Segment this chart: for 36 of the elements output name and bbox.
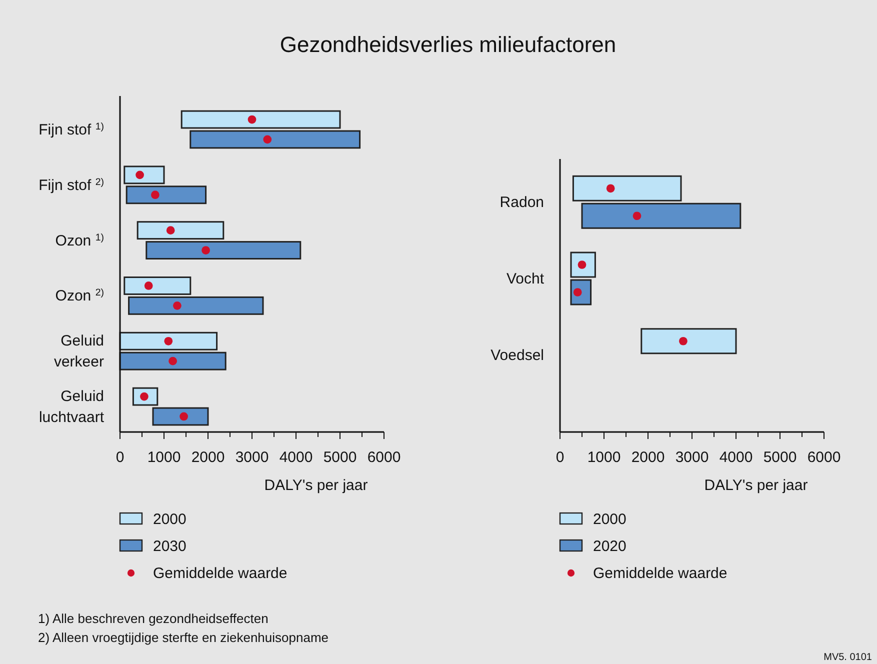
x-tick-label: 6000 — [807, 449, 841, 466]
legend-label: 2020 — [593, 538, 626, 555]
y-tick-label: Ozon $^{1)}$ — [55, 232, 104, 250]
x-tick-label: 6000 — [367, 449, 401, 466]
text: Gezondheidsverlies milieufactoren — [280, 32, 616, 57]
x-axis-title: DALY's per jaar — [264, 477, 368, 494]
x-tick-label: 5000 — [323, 449, 357, 466]
y-tick-label: Voedsel — [490, 346, 544, 364]
x-tick-label: 5000 — [763, 449, 797, 466]
y-tick-label: Vocht — [506, 270, 545, 288]
x-tick-label: 3000 — [235, 449, 269, 466]
x-tick-label: 0 — [556, 449, 564, 466]
x-axis-title: DALY's per jaar — [704, 477, 808, 494]
legend-label: Gemiddelde waarde — [593, 565, 728, 582]
legend-label: Gemiddelde waarde — [153, 565, 288, 582]
x-tick-label: 3000 — [675, 449, 709, 466]
y-tick-label: Fijn stof $^{1)}$ — [38, 120, 104, 138]
bar — [640, 328, 737, 354]
y-tick-label: Radon — [500, 194, 544, 212]
legend-label: 2000 — [593, 511, 626, 528]
x-tick-label: 2000 — [191, 449, 225, 466]
x-tick-label: 4000 — [279, 449, 313, 466]
text: 2) Alleen vroegtijdige sterfte en ziekenhuisopname — [38, 630, 329, 645]
text: MV5. 0101 — [824, 652, 872, 663]
y-tick-label: Ozon $^{2)}$ — [55, 287, 104, 305]
x-tick-label: 0 — [116, 449, 124, 466]
y-tick-label: Fijn stof $^{2)}$ — [38, 176, 104, 194]
x-tick-label: 2000 — [631, 449, 665, 466]
x-tick-label: 4000 — [719, 449, 753, 466]
legend-label: 2000 — [153, 511, 186, 528]
text: 1) Alle beschreven gezondheidseffecten — [38, 611, 268, 626]
y-tick-label: Geluid luchtvaart — [38, 388, 105, 426]
y-tick-label: Geluid verkeer — [54, 332, 104, 371]
x-tick-label: 1000 — [587, 449, 621, 466]
legend-label: 2030 — [153, 538, 186, 555]
x-tick-label: 1000 — [147, 449, 181, 466]
